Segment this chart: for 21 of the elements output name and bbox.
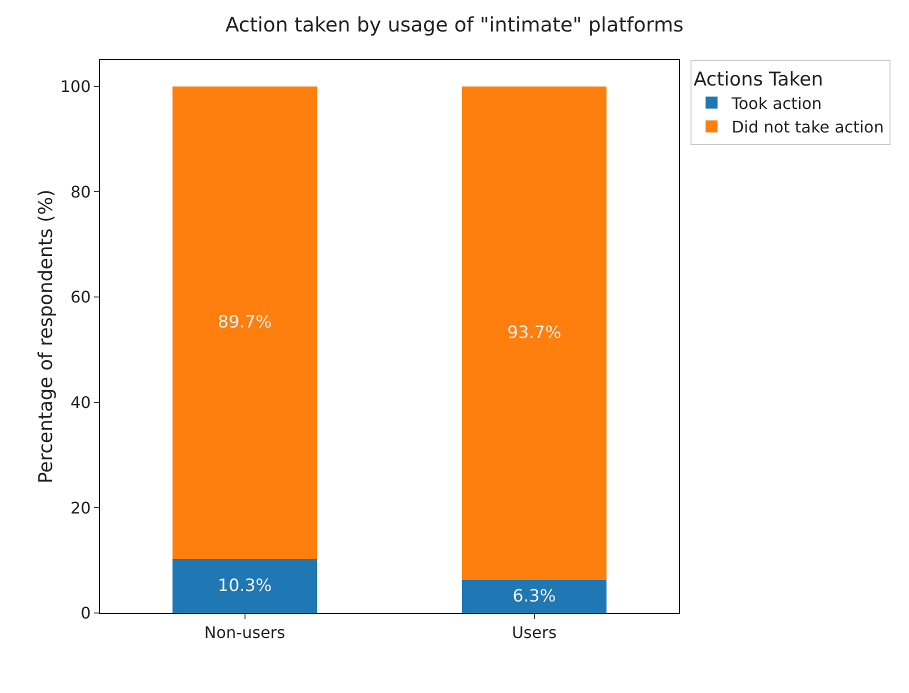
chart-title: Action taken by usage of "intimate" platforms — [225, 12, 684, 36]
bar — [172, 86, 318, 559]
legend-title: Actions Taken — [694, 68, 824, 91]
y-tick-label: 40 — [70, 392, 91, 412]
data-label: 89.7% — [218, 312, 272, 333]
data-label: 10.3% — [218, 576, 272, 596]
y-tick-label: 0 — [80, 604, 91, 623]
y-axis-title: Percentage of respondents (%) — [35, 189, 57, 484]
legend-label: Took action — [730, 94, 822, 113]
legend-label: Did not take action — [732, 118, 884, 137]
bar — [172, 558, 318, 613]
data-label: 93.7% — [507, 323, 562, 344]
y-tick-label: 60 — [70, 288, 91, 307]
y-tick-label: 20 — [70, 498, 91, 518]
y-tick-label: 100 — [60, 76, 91, 96]
bar — [462, 86, 607, 580]
x-tick-label: Non-users — [204, 623, 286, 642]
y-tick-label: 80 — [70, 182, 91, 202]
x-tick-label: Users — [512, 623, 557, 642]
bar — [462, 580, 607, 613]
data-label: 6.3% — [512, 586, 556, 606]
